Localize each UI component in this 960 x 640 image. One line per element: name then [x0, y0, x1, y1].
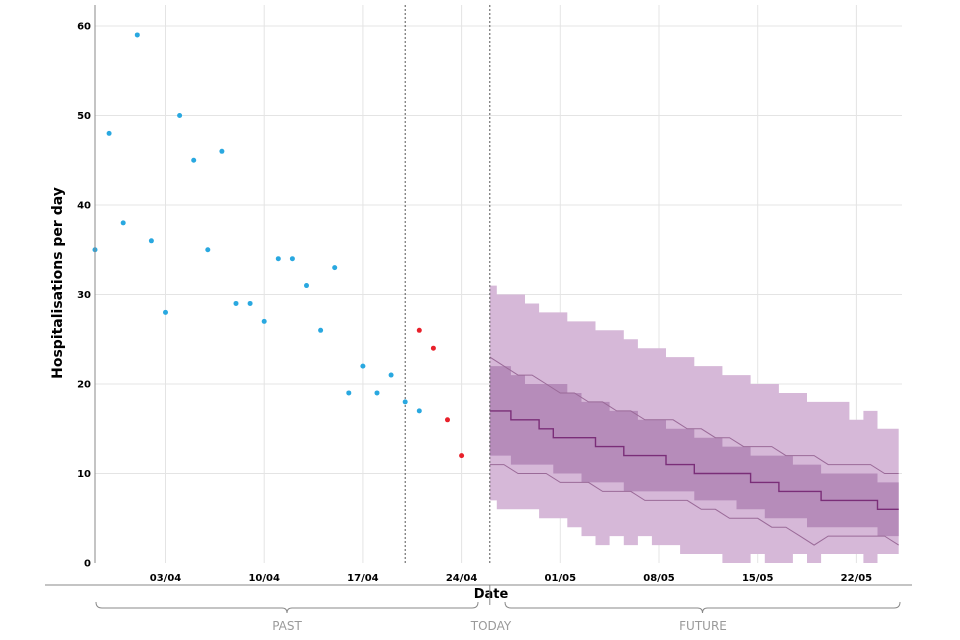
- observed-point: [261, 318, 267, 324]
- observed-point: [402, 399, 408, 405]
- today-label: TODAY: [470, 619, 512, 633]
- x-axis-title: Date: [474, 587, 509, 602]
- forecast-bands: [489, 285, 899, 563]
- y-tick-label: 10: [77, 469, 91, 480]
- future-label: FUTURE: [679, 619, 727, 633]
- x-tick-label: 17/04: [347, 573, 379, 584]
- observed-point: [275, 256, 281, 262]
- y-tick-label: 0: [84, 559, 91, 570]
- observed-point: [163, 309, 168, 315]
- y-tick-label: 40: [77, 201, 91, 212]
- timeline-braces: [95, 585, 901, 614]
- future-brace: [504, 601, 901, 614]
- median-forecast-line: [489, 410, 899, 510]
- past-label: PAST: [272, 619, 302, 633]
- x-tick-label: 08/05: [643, 573, 675, 584]
- observed-point: [205, 247, 211, 253]
- observed-point: [388, 372, 394, 378]
- axes: [45, 5, 912, 586]
- past-brace: [95, 601, 479, 614]
- observed-point: [219, 148, 225, 154]
- observed-point: [148, 238, 154, 244]
- observed-point: [289, 256, 295, 262]
- y-tick-label: 20: [77, 380, 91, 391]
- observed-point: [191, 157, 197, 163]
- inner-prediction-band: [489, 366, 899, 537]
- x-tick-label: 24/04: [446, 573, 478, 584]
- recent-point: [416, 327, 422, 333]
- observed-point: [346, 390, 352, 396]
- observed-point: [177, 113, 183, 118]
- observed-point: [332, 265, 338, 271]
- observed-point: [360, 363, 366, 369]
- lower-quantile-line: [489, 464, 899, 546]
- y-tick-label: 60: [77, 22, 91, 33]
- observed-point: [304, 283, 309, 289]
- observed-point: [416, 408, 422, 414]
- x-tick-label: 01/05: [545, 573, 577, 584]
- forecast-lines: [489, 356, 899, 546]
- recent-point: [430, 345, 436, 351]
- observed-point: [374, 390, 380, 396]
- observed-point: [120, 220, 126, 226]
- observed-point: [106, 130, 112, 136]
- data-points: [92, 32, 465, 459]
- upper-quantile-line: [489, 356, 899, 474]
- observed-point: [134, 32, 140, 38]
- reference-lines: [404, 5, 491, 563]
- y-tick-labels: 0 10 20 30 40 50 60: [77, 22, 91, 570]
- x-tick-label: 10/04: [248, 573, 280, 584]
- x-tick-label: 03/04: [150, 573, 182, 584]
- recent-point: [445, 417, 450, 423]
- observed-point: [233, 300, 239, 306]
- y-tick-label: 30: [77, 290, 91, 301]
- y-tick-label: 50: [77, 111, 91, 122]
- x-tick-labels: 03/04 10/04 17/04 24/04 01/05 08/05 15/05 22/05: [150, 573, 872, 584]
- y-axis-title: Hospitalisations per day: [50, 187, 66, 379]
- x-tick-label: 22/05: [841, 573, 873, 584]
- observed-point: [318, 327, 324, 333]
- x-tick-label: 15/05: [742, 573, 774, 584]
- observed-point: [247, 300, 253, 306]
- recent-point: [459, 453, 465, 459]
